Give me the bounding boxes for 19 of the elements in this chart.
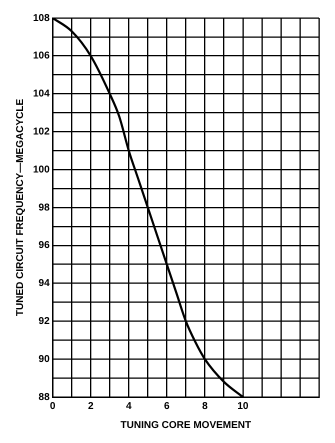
- y-axis-title: TUNED CIRCUIT FREQUENCY—MEGACYCLE: [14, 98, 26, 316]
- y-tick-label: 100: [32, 164, 50, 176]
- y-tick-label: 96: [38, 240, 50, 252]
- y-tick-label: 98: [38, 202, 50, 214]
- y-tick-label: 102: [32, 126, 50, 138]
- x-tick-label: 4: [126, 400, 132, 412]
- x-tick-label: 10: [237, 400, 249, 412]
- x-tick-label: 0: [50, 400, 56, 412]
- y-tick-label: 88: [38, 392, 50, 403]
- y-tick-label: 92: [38, 316, 50, 327]
- y-tick-label: 104: [32, 88, 50, 100]
- y-tick-label: 94: [38, 278, 50, 290]
- y-tick-label: 108: [32, 12, 50, 24]
- x-axis-title: TUNING CORE MOVEMENT: [120, 420, 252, 431]
- x-tick-label: 6: [164, 400, 170, 412]
- x-tick-label: 8: [202, 400, 208, 412]
- x-tick-label: 2: [88, 400, 94, 412]
- y-tick-label: 90: [38, 354, 50, 365]
- y-tick-label: 106: [32, 50, 50, 62]
